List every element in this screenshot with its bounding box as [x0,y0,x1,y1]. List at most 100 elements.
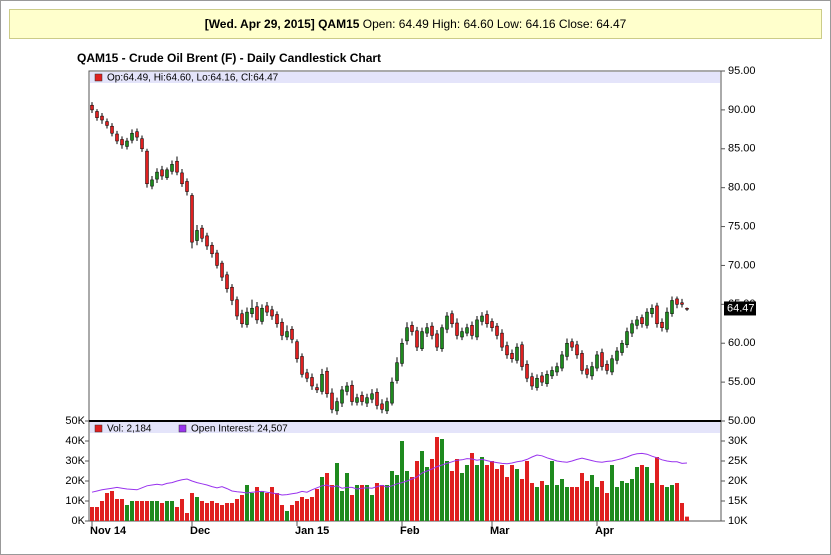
legend-swatch [178,424,187,433]
volume-bar [260,491,264,521]
candle-body [490,321,494,328]
volume-bar [620,481,624,521]
candle-body [565,342,569,357]
candle-body [155,171,159,180]
candle-body [685,308,689,310]
y-tick-label: 75.00 [728,220,756,232]
volume-bar [525,461,529,521]
volume-bar [155,501,159,521]
volume-bar [445,461,449,521]
volume-bar [300,497,304,521]
volume-bar [135,501,139,521]
x-tick-label: Mar [490,525,510,537]
legend-swatch [94,424,103,433]
volume-bar [665,487,669,521]
volume-bar [395,475,399,521]
candle-body [555,366,559,373]
volume-bar [420,451,424,521]
candle-body [595,354,599,369]
candle-body [660,321,664,328]
candle-body [240,313,244,325]
candle-body [635,319,639,326]
quote-date: [Wed. Apr 29, 2015] QAM15 [204,17,360,31]
candle-body [425,327,429,334]
candle-body [410,325,414,332]
volume-bar [595,487,599,521]
volume-bar [555,485,559,521]
candle-body [630,323,634,334]
candle-body [195,230,199,241]
volume-bar [610,465,614,521]
volume-bar [110,491,114,521]
candle-body [445,315,449,330]
volume-bar [105,493,109,521]
volume-bar [345,473,349,521]
chart-title: QAM15 - Crude Oil Brent (F) - Daily Cand… [77,51,381,65]
volume-bar [245,485,249,521]
candle-body [355,397,359,403]
legend-band [90,72,720,83]
volume-bar [575,487,579,521]
y-tick-label: 30K [65,455,85,467]
volume-bar [520,479,524,521]
candle-body [580,353,584,371]
x-tick-label: Apr [595,525,615,537]
volume-bar [360,485,364,521]
last-price-label: 64.47 [727,302,755,314]
candle-body [575,344,579,356]
candle-body [300,356,304,375]
volume-bar [485,465,489,521]
volume-bar [255,487,259,521]
volume-bar [670,485,674,521]
candle-body [400,342,404,364]
volume-bar [500,465,504,521]
candle-body [545,374,549,384]
volume-bar [460,473,464,521]
candle-body [210,244,214,255]
candle-body [680,302,684,305]
candle-body [235,299,239,317]
volume-bar [550,461,554,521]
volume-bar [150,501,154,521]
y2-tick-label: 30K [728,435,748,447]
volume-bar [470,453,474,521]
volume-bar [465,465,469,521]
volume-bar [285,511,289,521]
candle-body [325,370,329,395]
candle-body [140,138,144,150]
volume-bar [450,471,454,521]
volume-bar [565,487,569,521]
volume-bar [425,467,429,521]
x-tick-label: Jan 15 [295,525,329,537]
volume-bar [170,501,174,521]
volume-bar [340,491,344,521]
candle-body [405,327,409,342]
candle-body [135,131,139,138]
y-tick-label: 60.00 [728,337,756,349]
candle-body [450,313,454,325]
volume-bar [515,469,519,521]
candle-body [420,331,424,349]
volume-bar [405,471,409,521]
volume-bar [570,487,574,521]
volume-bar [540,481,544,521]
legend-text: Op:64.49, Hi:64.60, Lo:64.16, Cl:64.47 [107,73,279,84]
volume-bar [650,483,654,521]
candle-body [205,235,209,247]
volume-bar [475,465,479,521]
candle-body [385,401,389,412]
open-interest-line [91,452,688,496]
y-tick-label: 70.00 [728,259,756,271]
volume-bar [95,507,99,521]
volume-bar [400,441,404,521]
candle-body [620,342,624,353]
candle-body [525,363,529,379]
candle-body [225,274,229,290]
candle-body [625,331,629,346]
candle-body [220,262,224,278]
volume-bar [310,497,314,521]
candle-body [340,389,344,404]
volume-bar [375,483,379,521]
volume-bar [315,489,319,521]
volume-bar [625,483,629,521]
